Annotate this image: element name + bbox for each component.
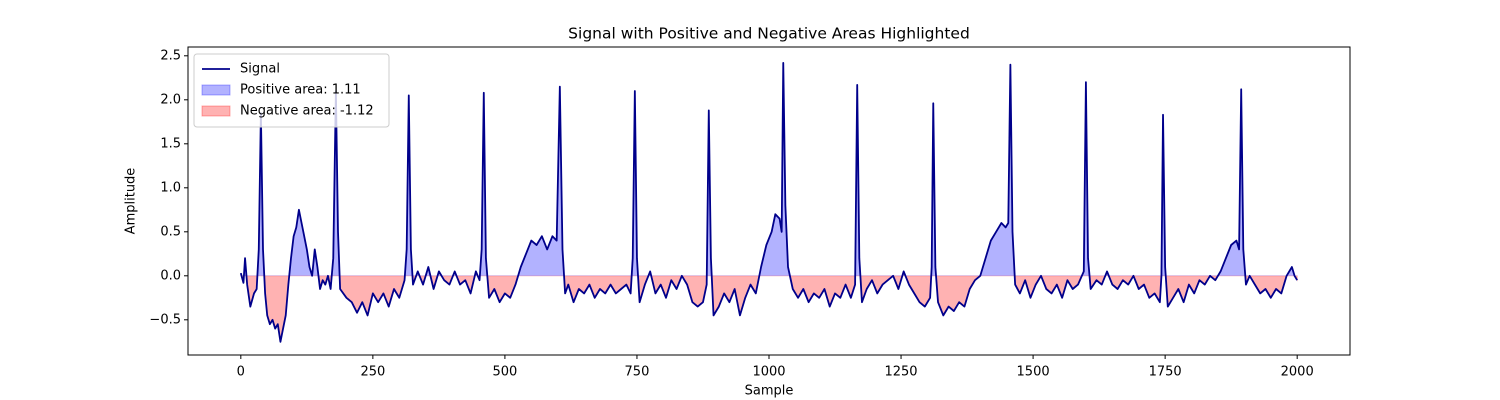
y-tick-label: 0.5: [160, 224, 181, 239]
x-tick-label: 1750: [1149, 365, 1182, 380]
legend-patch: [201, 84, 231, 96]
legend-label: Signal: [240, 62, 280, 77]
y-tick-label: 2.5: [160, 48, 181, 63]
x-tick-label: 500: [492, 365, 517, 380]
legend-box: [193, 53, 390, 128]
plot-frame: [187, 46, 1351, 356]
y-tick-label: 0.0: [160, 268, 181, 283]
legend-label: Positive area: 1.11: [240, 83, 361, 98]
y-axis-label: Amplitude: [124, 168, 139, 235]
x-tick-label: 0: [237, 365, 245, 380]
legend: Signal Positive area: 1.11 Negative area: …: [193, 53, 390, 128]
x-tick-label: 1250: [884, 365, 917, 380]
y-tick-label: −0.5: [149, 312, 181, 327]
signal-line: [239, 61, 1298, 343]
y-tick-label: 1.0: [160, 180, 181, 195]
chart-title: Signal with Positive and Negative Areas …: [568, 25, 970, 43]
x-tick-label: 2000: [1281, 365, 1314, 380]
x-tick-label: 250: [360, 365, 385, 380]
x-tick-label: 1500: [1017, 365, 1050, 380]
x-tick-label: 1000: [752, 365, 785, 380]
x-tick-label: 750: [625, 365, 650, 380]
legend-patch: [201, 105, 231, 117]
legend-label: Negative area: -1.12: [240, 104, 374, 119]
y-tick-label: 2.0: [160, 92, 181, 107]
plot-area: 0 250 500 750 1000 1250 1500 1750 2000 −0.5 0.0 0.5…: [149, 46, 1351, 380]
x-axis-label: Sample: [745, 384, 794, 399]
y-tick-label: 1.5: [160, 136, 181, 151]
positive-area: [240, 62, 1298, 276]
